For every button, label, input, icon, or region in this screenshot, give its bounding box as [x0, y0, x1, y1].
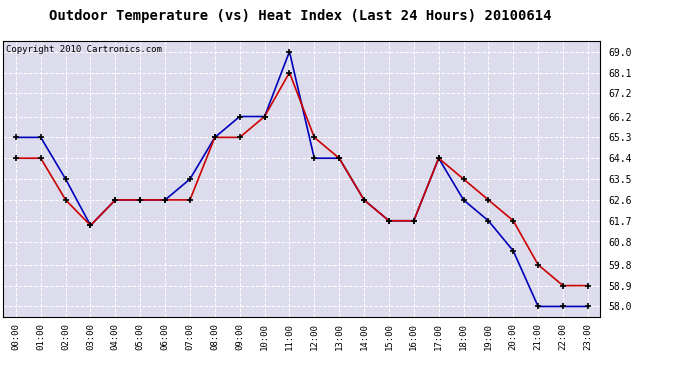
Text: Copyright 2010 Cartronics.com: Copyright 2010 Cartronics.com: [6, 45, 162, 54]
Text: Outdoor Temperature (vs) Heat Index (Last 24 Hours) 20100614: Outdoor Temperature (vs) Heat Index (Las…: [49, 9, 551, 23]
